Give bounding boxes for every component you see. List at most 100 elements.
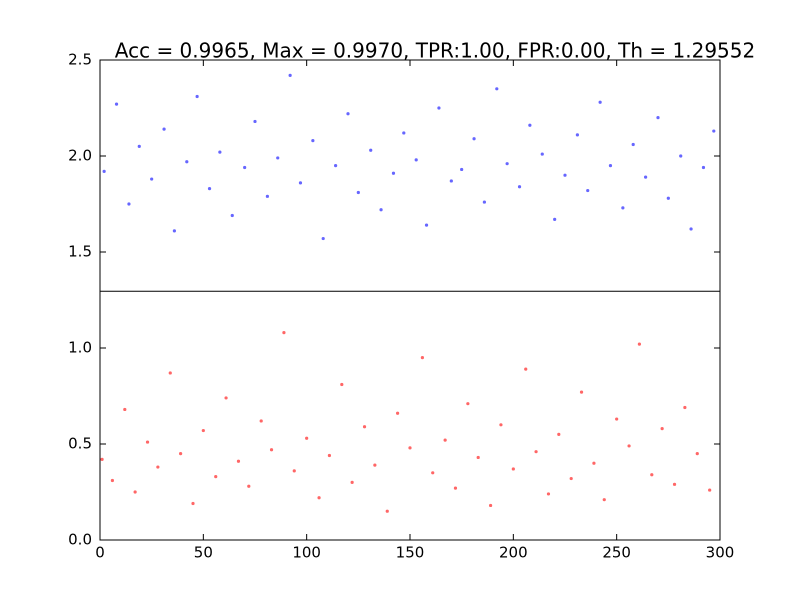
point bbox=[579, 390, 584, 394]
point bbox=[472, 137, 476, 141]
point bbox=[437, 106, 441, 110]
point bbox=[373, 463, 377, 467]
point bbox=[672, 482, 677, 486]
point bbox=[123, 407, 127, 412]
point bbox=[133, 490, 137, 494]
y-tick-label: 1.5 bbox=[68, 243, 92, 261]
point bbox=[712, 129, 716, 133]
point bbox=[528, 123, 532, 127]
point bbox=[298, 181, 303, 185]
point bbox=[218, 150, 222, 154]
point bbox=[265, 194, 269, 198]
point bbox=[269, 448, 274, 452]
point bbox=[311, 139, 315, 143]
x-tick-label: 250 bbox=[602, 544, 631, 562]
point bbox=[637, 342, 642, 346]
point bbox=[511, 467, 515, 471]
point bbox=[350, 480, 354, 484]
point bbox=[414, 158, 418, 162]
point bbox=[615, 417, 619, 421]
point bbox=[162, 127, 166, 131]
point bbox=[259, 419, 263, 423]
point bbox=[114, 102, 119, 106]
point bbox=[305, 436, 309, 440]
point bbox=[608, 164, 613, 168]
point bbox=[575, 133, 580, 137]
x-tick-label: 50 bbox=[194, 544, 213, 562]
point bbox=[369, 148, 373, 152]
point bbox=[499, 423, 503, 427]
point bbox=[127, 202, 131, 206]
x-tick-label: 150 bbox=[396, 544, 425, 562]
point bbox=[489, 503, 493, 508]
point bbox=[644, 175, 648, 179]
point bbox=[679, 154, 683, 158]
chart-title: Acc = 0.9965, Max = 0.9970, TPR:1.00, FP… bbox=[115, 39, 755, 63]
point bbox=[327, 453, 331, 458]
point bbox=[137, 144, 141, 148]
point bbox=[145, 440, 150, 444]
point bbox=[505, 162, 509, 166]
y-tick-label: 2.5 bbox=[68, 51, 92, 69]
point bbox=[282, 331, 286, 335]
point bbox=[557, 432, 561, 436]
point bbox=[431, 471, 435, 475]
point bbox=[650, 473, 654, 477]
point bbox=[621, 206, 625, 210]
point bbox=[449, 179, 453, 183]
point bbox=[569, 476, 573, 481]
point bbox=[592, 461, 596, 465]
point bbox=[598, 100, 602, 104]
point bbox=[346, 112, 350, 116]
x-tick-label: 200 bbox=[499, 544, 528, 562]
point bbox=[156, 465, 160, 469]
point bbox=[195, 94, 199, 99]
point bbox=[317, 496, 321, 500]
point bbox=[391, 171, 396, 175]
point bbox=[586, 188, 590, 193]
point bbox=[517, 185, 522, 189]
point bbox=[253, 119, 257, 124]
point bbox=[695, 452, 699, 456]
point bbox=[201, 428, 205, 433]
point bbox=[563, 173, 567, 177]
point bbox=[100, 457, 104, 461]
y-tick-label: 0.0 bbox=[68, 531, 92, 549]
point bbox=[276, 156, 280, 160]
point bbox=[385, 509, 389, 513]
point bbox=[150, 177, 154, 181]
point bbox=[476, 455, 480, 460]
point bbox=[631, 142, 635, 147]
point bbox=[185, 160, 189, 164]
point bbox=[524, 367, 528, 371]
point bbox=[701, 165, 706, 170]
point bbox=[288, 73, 292, 77]
point bbox=[179, 452, 183, 456]
point bbox=[334, 164, 338, 168]
point bbox=[553, 217, 557, 221]
point bbox=[236, 459, 241, 463]
point bbox=[321, 236, 325, 241]
point bbox=[495, 87, 499, 91]
point bbox=[602, 498, 606, 502]
y-tick-label: 2.0 bbox=[68, 147, 92, 165]
point bbox=[207, 187, 212, 191]
y-tick-label: 1.0 bbox=[68, 339, 92, 357]
axes-frame bbox=[99, 59, 721, 541]
point bbox=[660, 427, 664, 431]
point bbox=[168, 371, 172, 375]
point bbox=[656, 116, 660, 120]
point bbox=[243, 165, 247, 170]
point bbox=[172, 229, 176, 233]
point bbox=[362, 425, 367, 429]
point bbox=[292, 469, 296, 473]
point bbox=[340, 382, 344, 387]
point bbox=[453, 486, 458, 490]
point bbox=[230, 213, 234, 218]
point bbox=[379, 208, 383, 212]
point bbox=[408, 446, 412, 450]
point bbox=[540, 152, 544, 156]
point bbox=[356, 190, 360, 195]
